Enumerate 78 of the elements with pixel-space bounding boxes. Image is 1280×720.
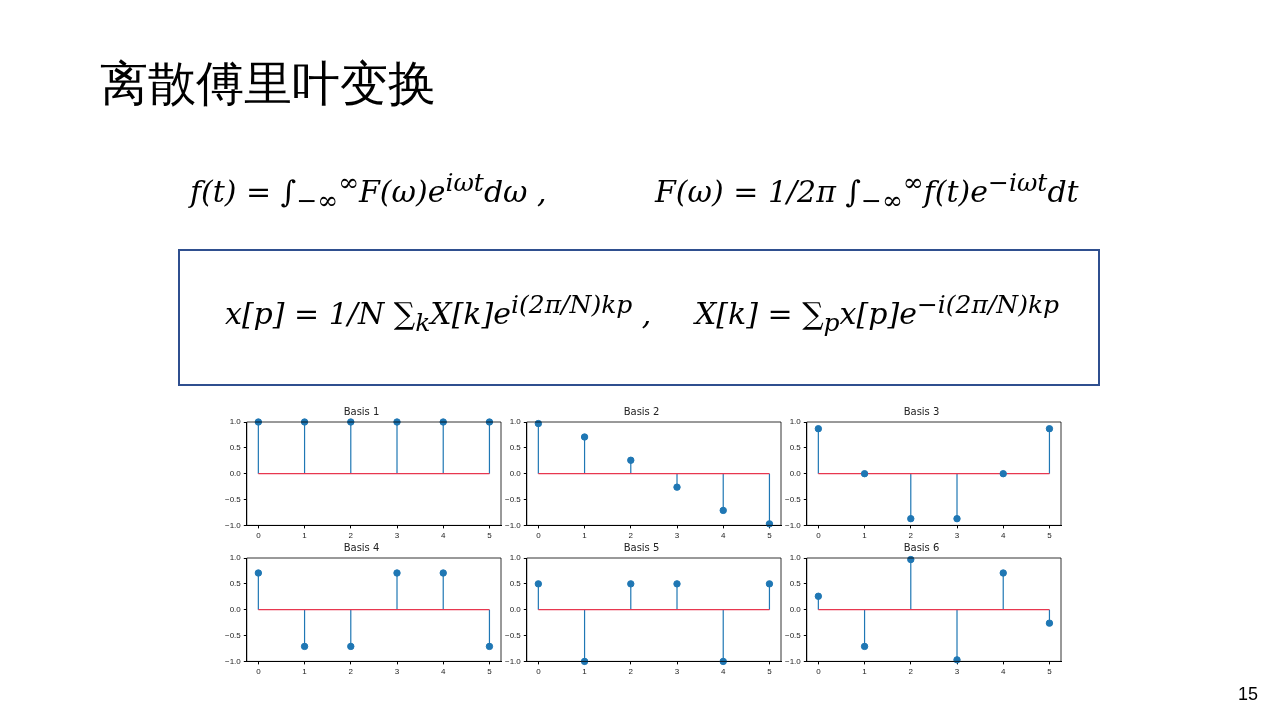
x-tick-label: 2 [628,667,634,677]
y-tick-label: 0.5 [509,579,522,589]
x-tick-label: 0 [816,531,822,541]
chart-title: Basis 3 [903,405,940,417]
y-tick-label: 1.0 [229,553,242,563]
text: x[p] = 1/N ∑$_{k}$X[k]e$^{i(2π/N)kp}$ , [225,290,652,337]
chart-title: Basis 1 [343,405,380,417]
x-tick-label: 2 [348,531,354,541]
x-tick-label: 2 [908,531,914,541]
y-tick-label: 1.0 [789,417,802,427]
x-tick-label: 2 [348,667,354,677]
y-tick-label: −1.0 [785,520,802,530]
y-tick-label: 0.5 [509,443,522,453]
y-tick-label: −1.0 [225,656,242,666]
x-tick-label: 4 [721,531,726,541]
y-tick-label: 1.0 [789,553,802,563]
x-tick-label: 5 [1047,531,1053,541]
y-tick-label: −1.0 [785,656,802,666]
text: X[k] = ∑$_{p}$x[p]e$^{−i(2π/N)kp}$ [695,290,1060,337]
y-tick-label: −0.5 [505,630,522,640]
x-tick-label: 0 [536,667,542,677]
y-tick-label: 0.0 [509,604,522,614]
chart-title: Basis 6 [903,541,940,553]
y-tick-label: −0.5 [785,494,802,504]
y-tick-label: 0.5 [229,579,242,589]
text: 离散傅里叶变换 [100,54,436,113]
x-tick-label: 1 [862,667,868,677]
x-tick-label: 4 [721,667,726,677]
x-tick-label: 5 [1047,667,1053,677]
y-tick-label: 1.0 [509,417,522,427]
x-tick-label: 5 [487,667,493,677]
y-tick-label: 0.0 [229,468,242,478]
y-tick-label: −1.0 [505,520,522,530]
x-tick-label: 3 [674,531,680,541]
x-tick-label: 4 [441,531,446,541]
chart-title: Basis 4 [343,541,380,553]
x-tick-label: 1 [302,667,308,677]
x-tick-label: 1 [582,531,588,541]
y-tick-label: 0.5 [229,443,242,453]
y-tick-label: −1.0 [225,520,242,530]
y-tick-label: 1.0 [229,417,242,427]
text: F(ω) = 1/2π ∫$_{−∞}$$^{∞}$f(t)e$^{−iωt}$dt [655,168,1079,215]
y-tick-label: 0.5 [789,579,802,589]
text: f(t) = ∫$_{−∞}$$^{∞}$F(ω)e$^{iωt}$dω , [190,168,547,215]
x-tick-label: 1 [582,667,588,677]
x-tick-label: 3 [674,667,680,677]
x-tick-label: 3 [954,667,960,677]
x-tick-label: 0 [536,531,542,541]
x-tick-label: 1 [862,531,868,541]
x-tick-label: 2 [628,531,634,541]
x-tick-label: 5 [767,531,773,541]
x-tick-label: 4 [1001,667,1006,677]
y-tick-label: −0.5 [505,494,522,504]
x-tick-label: 3 [394,531,400,541]
x-tick-label: 1 [302,531,308,541]
x-tick-label: 2 [908,667,914,677]
x-tick-label: 5 [767,667,773,677]
chart-title: Basis 2 [623,405,660,417]
y-tick-label: 0.0 [229,604,242,614]
x-tick-label: 3 [394,667,400,677]
chart-title: Basis 5 [623,541,660,553]
y-tick-label: 0.5 [789,443,802,453]
x-tick-label: 0 [816,667,822,677]
y-tick-label: 0.0 [789,468,802,478]
x-tick-label: 4 [1001,531,1006,541]
x-tick-label: 3 [954,531,960,541]
y-tick-label: 0.0 [789,604,802,614]
y-tick-label: −1.0 [505,656,522,666]
y-tick-label: 1.0 [509,553,522,563]
x-tick-label: 0 [256,667,262,677]
y-tick-label: −0.5 [785,630,802,640]
y-tick-label: −0.5 [225,494,242,504]
y-tick-label: −0.5 [225,630,242,640]
x-tick-label: 0 [256,531,262,541]
x-tick-label: 4 [441,667,446,677]
y-tick-label: 0.0 [509,468,522,478]
text: 15 [1237,684,1258,705]
x-tick-label: 5 [487,531,493,541]
